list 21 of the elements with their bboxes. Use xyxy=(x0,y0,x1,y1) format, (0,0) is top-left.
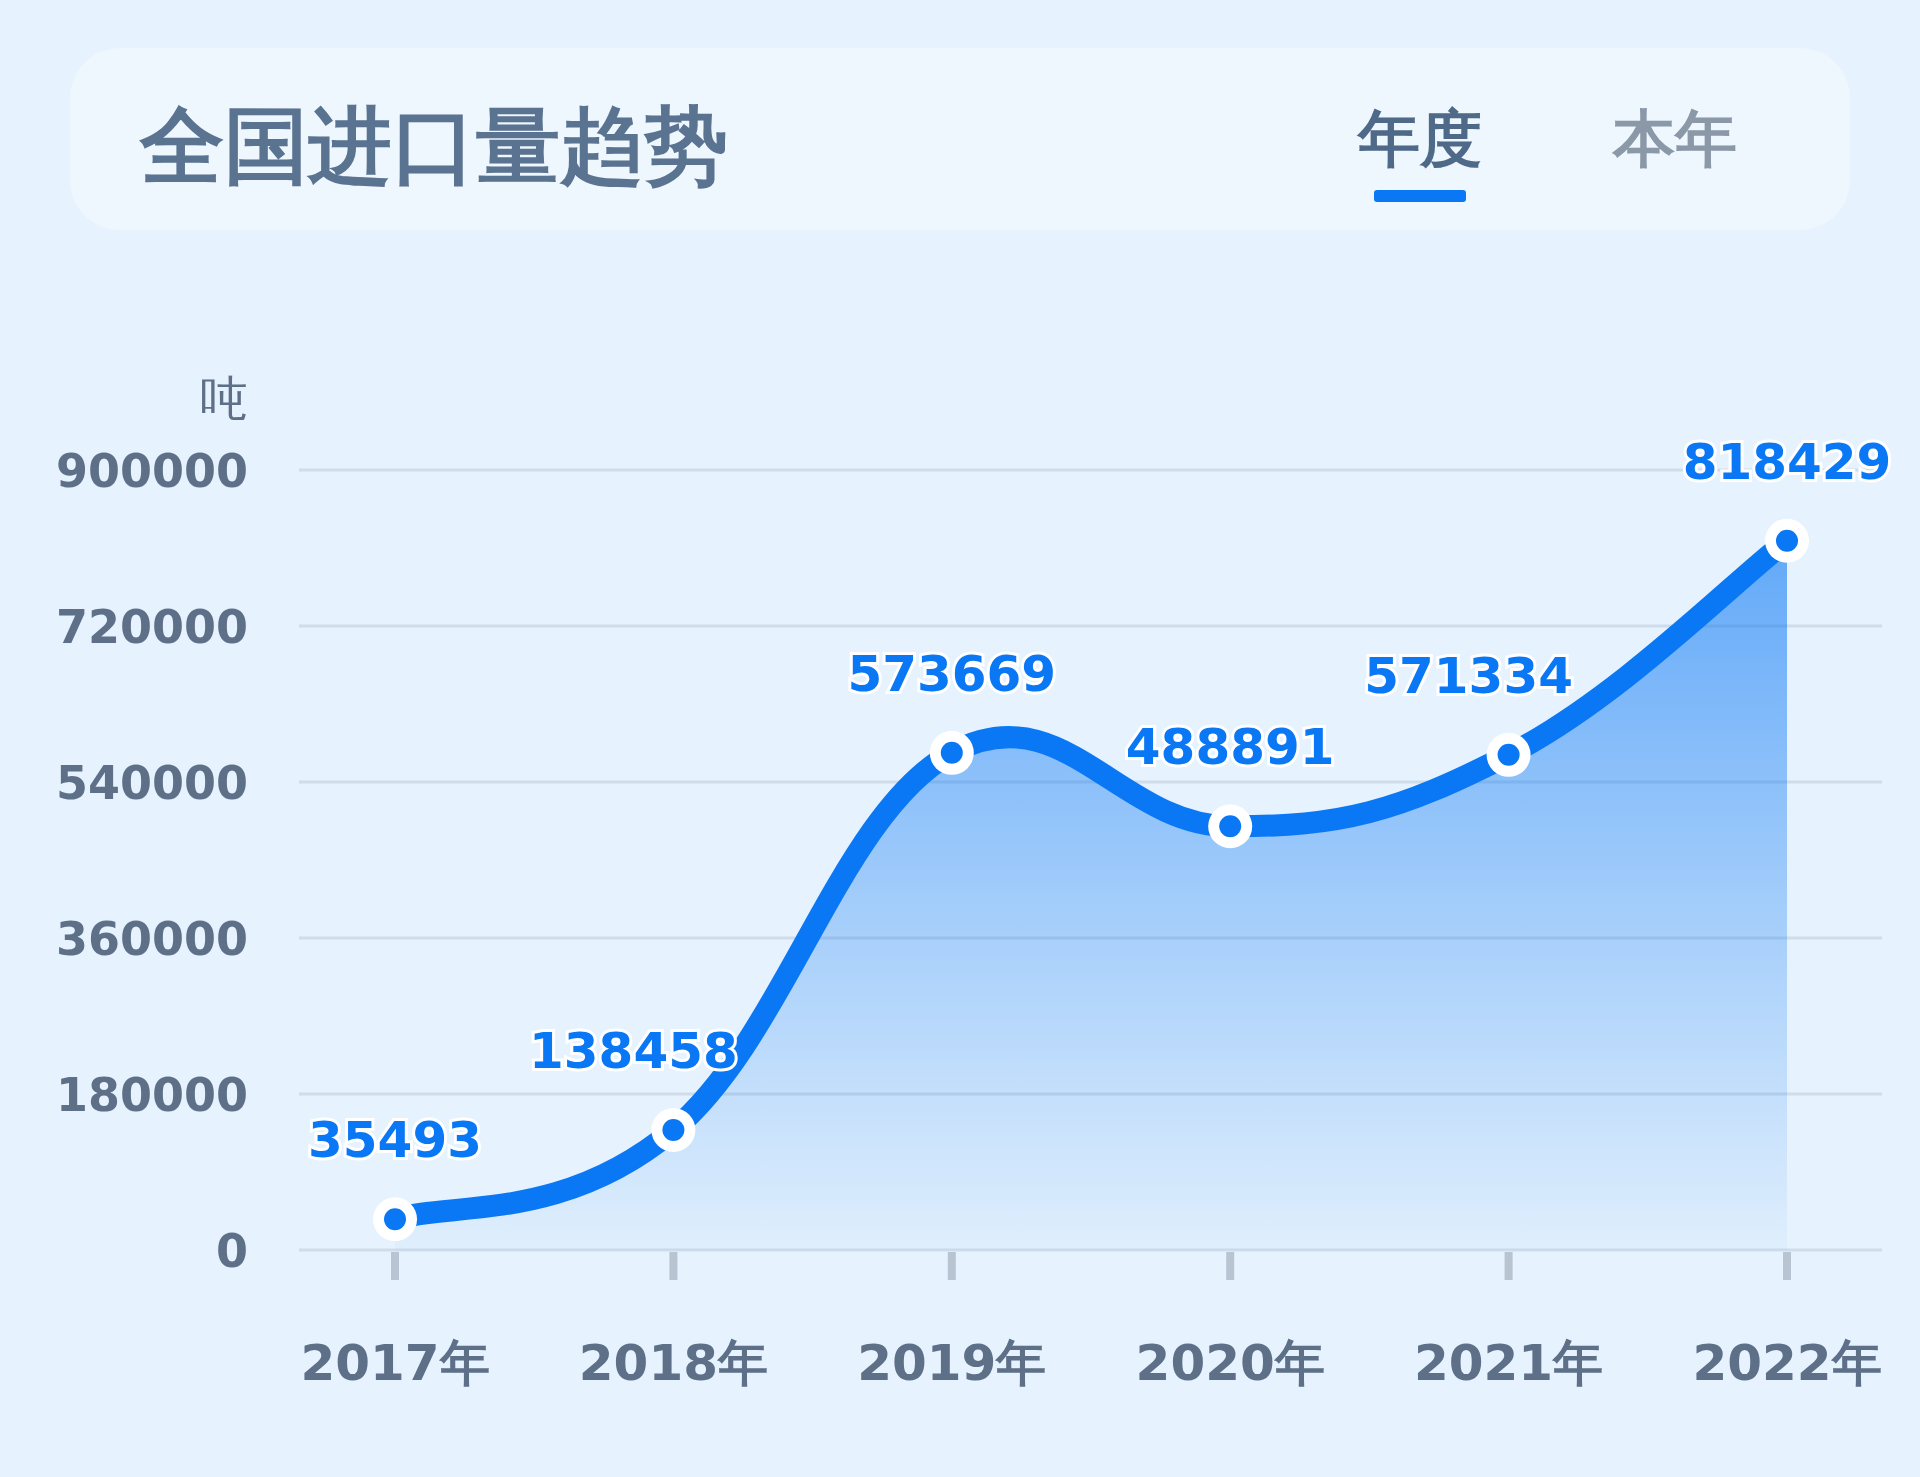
data-label: 488891 xyxy=(1125,718,1335,777)
y-tick-label: 900000 xyxy=(55,444,248,498)
y-tick-label: 0 xyxy=(215,1224,248,1278)
y-tick-label: 540000 xyxy=(55,756,248,810)
x-tick-label: 2022年 xyxy=(1692,1334,1882,1392)
x-tick-label: 2021年 xyxy=(1414,1334,1604,1392)
data-label: 573669 xyxy=(847,644,1057,703)
y-axis-title: 吨 xyxy=(200,370,248,426)
y-tick-label: 360000 xyxy=(55,912,248,966)
x-tick-label: 2019年 xyxy=(857,1334,1047,1392)
x-tick-label: 2018年 xyxy=(578,1334,768,1392)
y-tick-label: 180000 xyxy=(55,1068,248,1122)
x-tick-label: 2020年 xyxy=(1135,1334,1325,1392)
y-tick-label: 720000 xyxy=(55,600,248,654)
text: 本年 xyxy=(1611,102,1737,175)
data-label: 818429 xyxy=(1682,432,1892,491)
data-label: 571334 xyxy=(1364,646,1573,705)
x-tick-label: 2017年 xyxy=(300,1334,490,1392)
data-label: 35493 xyxy=(308,1111,482,1170)
text: 年度 xyxy=(1356,102,1482,175)
chart-title: 全国进口量趋势 xyxy=(138,97,728,195)
